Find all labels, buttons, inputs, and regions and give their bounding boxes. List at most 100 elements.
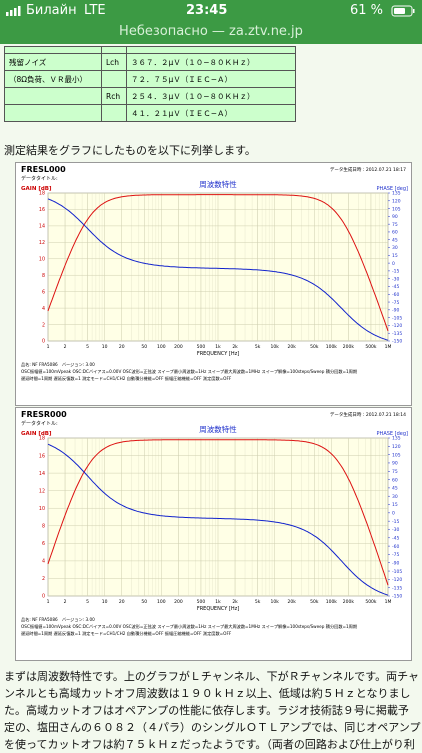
intro-text: 測定結果をグラフにしたものを以下に列挙します。 (4, 144, 256, 157)
y2-tick-label: 45 (392, 237, 398, 243)
x-tick-label: 1 (47, 344, 50, 350)
y-tick-label: 8 (42, 523, 45, 529)
table-row: （8Ω負荷、ＶＲ最小） ７２．７５μＶ（ＩＥＣ−Ａ） (4, 70, 296, 88)
x-tick-label: 20k (288, 344, 297, 350)
y2-tick-label: 120 (392, 444, 401, 450)
data-title: データタイトル: (21, 420, 58, 427)
y2-tick-label: 45 (392, 486, 398, 492)
text-line: た。高域カットオフはオペアンプの性能に依存します。ラジオ技術誌９号に掲載予 (4, 704, 409, 717)
x-tick-label: 1 (47, 599, 50, 605)
y-tick-label: 2 (42, 322, 45, 328)
table-row: 残留ノイズ Lch ３６７．２μＶ（１０−８０ＫＨｚ） (4, 53, 296, 71)
y2-tick-label: 30 (392, 494, 398, 500)
y-tick-label: 10 (39, 506, 45, 512)
x-tick-label: 200 (174, 344, 183, 350)
y-axis-label: GAIN [dB] (21, 186, 52, 192)
x-tick-label: 50k (310, 599, 319, 605)
cell: ３６７．２μＶ（１０−８０ＫＨｚ） (126, 53, 296, 71)
chart-image: FRESL000 データタイトル: データ生成日時：2012.07.21 18:17… (15, 162, 412, 406)
y2-tick-label: -105 (392, 315, 402, 321)
x-tick-label: 1k (215, 599, 221, 605)
battery-outline (391, 5, 413, 17)
clock: 23:45 (186, 3, 228, 18)
x-tick-label: 20 (119, 599, 125, 605)
cell (4, 46, 102, 54)
text-line: を使ってカットオフは約７５ｋＨｚだったようです。（両者の回路および仕上がり利 (4, 738, 415, 751)
data-title: データタイトル: (21, 175, 58, 182)
y2-tick-label: 90 (392, 461, 398, 467)
y2-tick-label: -120 (392, 577, 402, 583)
url-bar[interactable]: Небезопасно — za.ztv.ne.jp (0, 22, 422, 44)
footer-text: 品名: NF FRA5086 バージョン: 3.00 (21, 616, 95, 623)
y2-tick-label: 75 (392, 469, 398, 475)
x-tick-label: 100k (326, 599, 338, 605)
cell (126, 46, 296, 54)
signal-bar (10, 10, 13, 16)
y-tick-label: 0 (42, 339, 45, 345)
status-icons (6, 5, 415, 17)
gain-curve (47, 439, 389, 586)
y2-tick-label: 75 (392, 222, 398, 228)
date: データ生成日時：2012.07.21 18:14 (330, 411, 406, 418)
x-tick-label: 100 (157, 344, 166, 350)
signal-bar (14, 8, 17, 16)
x-tick-label: 50 (141, 344, 147, 350)
chart-image: FRESR000 データタイトル: データ生成日時：2012.07.21 18:14… (15, 407, 412, 661)
cell: 残留ノイズ (4, 53, 102, 71)
cell: Lch (101, 53, 127, 71)
x-tick-label: 1M (385, 344, 392, 350)
x-tick-label: 5 (86, 344, 89, 350)
x-tick-label: 500k (365, 344, 377, 350)
x-tick-label: 200k (343, 344, 355, 350)
y2-tick-label: 60 (392, 477, 398, 483)
chart-title: 周波数特性 (199, 424, 237, 434)
footer-text: 遅延時間=1周期 遅延反復数=1 測定モード=CH1/CH2 自動積分機能=OF… (21, 375, 232, 382)
y-tick-label: 6 (42, 289, 45, 295)
y2-tick-label: 30 (392, 245, 398, 251)
y2-tick-label: -45 (392, 284, 399, 290)
y2-tick-label: 120 (392, 198, 401, 204)
table-row (4, 46, 296, 54)
table-row: ４１．２１μＶ（ＩＥＣ−Ａ） (4, 104, 296, 122)
y2-tick-label: -135 (392, 585, 402, 591)
y2-tick-label: -15 (392, 269, 399, 275)
file-name: FRESR000 (21, 410, 67, 419)
x-axis-label: FREQUENCY [Hz] (197, 351, 239, 357)
carrier: Билайн (26, 3, 77, 18)
cell (4, 87, 102, 105)
battery-tip (413, 9, 415, 13)
y2-tick-label: -150 (392, 594, 402, 600)
x-tick-label: 20k (288, 599, 297, 605)
chart-title: 周波数特性 (199, 179, 237, 189)
y2-tick-label: -150 (392, 339, 402, 345)
y-tick-label: 6 (42, 541, 45, 547)
footer-text: OSC振幅値=100mVpeak OSC:DCバイアス=0.00V OSC波形=… (21, 623, 357, 630)
cell (101, 70, 127, 88)
y-tick-label: 4 (42, 306, 45, 312)
y2-tick-label: -45 (392, 535, 399, 541)
y2-tick-label: -15 (392, 519, 399, 525)
y-axis-label: GAIN [dB] (21, 431, 52, 437)
cell: Rch (101, 87, 127, 105)
y2-tick-label: 15 (392, 502, 398, 508)
signal-bar (18, 6, 21, 16)
text-line: 定の、塩田さんの６０８２（４パラ）のシングルＯＴＬアンプでは、同じオペアンプ (4, 721, 421, 734)
table-row: Rch ２５４．３μＶ（１０−８０ＫＨｚ） (4, 87, 296, 105)
y2-tick-label: 105 (392, 452, 401, 458)
x-tick-label: 2k (232, 344, 238, 350)
x-tick-label: 10k (270, 599, 279, 605)
x-tick-label: 20 (119, 344, 125, 350)
footer-text: 遅延時間=1周期 遅延反復数=1 測定モード=CH1/CH2 自動積分機能=OF… (21, 630, 232, 637)
y2-tick-label: -75 (392, 300, 399, 306)
cell: ７２．７５μＶ（ＩＥＣ−Ａ） (126, 70, 296, 88)
y-tick-label: 14 (39, 471, 45, 477)
x-tick-label: 200k (343, 599, 355, 605)
text-line: ンネルとも高域カットオフ周波数は１９０ｋＨｚ以上、低域は約５Ｈｚとなりまし (4, 687, 411, 700)
x-tick-label: 2k (232, 599, 238, 605)
y2-tick-label: -105 (392, 569, 402, 575)
x-tick-label: 500k (365, 599, 377, 605)
